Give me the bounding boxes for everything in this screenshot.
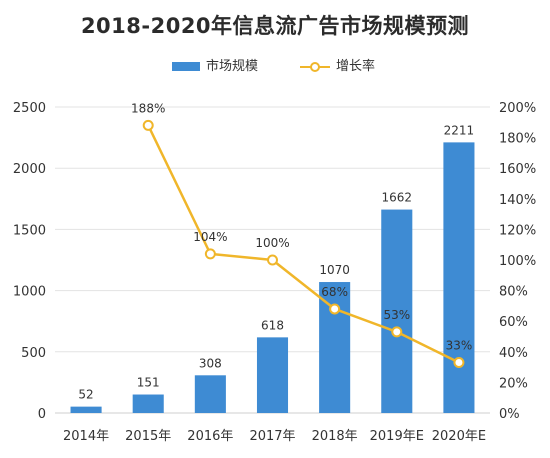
legend-bar-swatch — [172, 62, 200, 71]
chart-title: 2018-2020年信息流广告市场规模预测 — [80, 14, 470, 38]
bar — [70, 406, 102, 413]
bar-value-label: 618 — [261, 318, 284, 332]
legend-item-market-size: 市场规模 — [172, 58, 258, 76]
line-value-label: 53% — [383, 308, 410, 322]
line-value-label: 100% — [255, 236, 289, 250]
legend-item-growth-rate: 增长率 — [300, 58, 375, 76]
y-right-tick-label: 60% — [499, 315, 528, 330]
line-value-label: 33% — [446, 339, 473, 353]
x-tick-label: 2015年 — [125, 429, 171, 444]
y-left-tick-label: 0 — [38, 407, 46, 422]
y-right-tick-label: 200% — [499, 101, 536, 116]
x-tick-label: 2018年 — [312, 429, 358, 444]
legend-line-swatch — [300, 61, 330, 72]
bar-value-label: 308 — [199, 356, 222, 370]
bar-value-label: 2211 — [444, 123, 475, 137]
x-tick-label: 2016年 — [187, 429, 233, 444]
y-left-tick-label: 500 — [21, 346, 46, 361]
line-value-label: 68% — [321, 285, 348, 299]
y-right-tick-label: 100% — [499, 254, 536, 269]
bar — [194, 375, 226, 413]
y-right-tick-label: 0% — [499, 407, 520, 422]
legend: 市场规模 增长率 — [0, 58, 550, 76]
y-right-tick-label: 40% — [499, 346, 528, 361]
x-tick-label: 2019年E — [370, 429, 424, 444]
y-right-tick-label: 140% — [499, 193, 536, 208]
line-point — [267, 254, 278, 266]
bar-value-label: 52 — [78, 388, 93, 402]
bar-value-label: 151 — [137, 376, 160, 390]
bar — [132, 394, 164, 413]
y-left-tick-label: 1000 — [13, 285, 46, 300]
y-left-tick-label: 2000 — [13, 162, 46, 177]
bar-value-label: 1662 — [382, 191, 413, 205]
y-right-tick-label: 120% — [499, 223, 536, 238]
bar-value-label: 1070 — [319, 263, 350, 277]
x-tick-label: 2020年E — [432, 429, 486, 444]
y-right-tick-label: 160% — [499, 162, 536, 177]
y-left-tick-label: 1500 — [13, 223, 46, 238]
y-right-tick-label: 180% — [499, 132, 536, 147]
bar — [381, 209, 413, 413]
y-right-tick-label: 80% — [499, 285, 528, 300]
x-tick-label: 2017年 — [249, 429, 295, 444]
line-point — [204, 248, 216, 260]
line-point — [391, 326, 403, 338]
line-value-label: 188% — [131, 101, 165, 115]
line-point — [453, 357, 465, 369]
bar — [443, 142, 475, 413]
growth-rate-line — [147, 124, 460, 364]
line-point — [142, 119, 154, 131]
line-value-label: 104% — [193, 230, 227, 244]
x-tick-label: 2014年 — [63, 429, 109, 444]
y-left-tick-label: 2500 — [13, 101, 46, 116]
legend-line-label: 增长率 — [336, 59, 376, 74]
bar — [256, 337, 289, 413]
legend-bar-label: 市场规模 — [206, 59, 259, 74]
y-right-tick-label: 20% — [499, 376, 528, 391]
line-point — [329, 303, 341, 315]
